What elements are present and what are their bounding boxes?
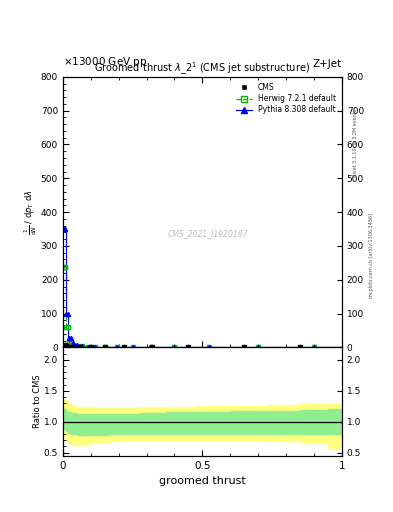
Y-axis label: Ratio to CMS: Ratio to CMS	[33, 375, 42, 429]
Legend: CMS, Herwig 7.2.1 default, Pythia 8.308 default: CMS, Herwig 7.2.1 default, Pythia 8.308 …	[234, 80, 338, 117]
Text: $\times$13000 GeV pp: $\times$13000 GeV pp	[63, 55, 147, 69]
Text: Z+Jet: Z+Jet	[313, 59, 342, 69]
X-axis label: groomed thrust: groomed thrust	[159, 476, 246, 486]
Text: CMS_2021_I1920187: CMS_2021_I1920187	[168, 229, 248, 238]
Text: mcplots.cern.ch [arXiv:1306.3436]: mcplots.cern.ch [arXiv:1306.3436]	[369, 214, 374, 298]
Y-axis label: $\frac{1}{\mathrm{d}N}$ / $\mathrm{d}p_\mathrm{T}$ $\mathrm{d}\lambda$: $\frac{1}{\mathrm{d}N}$ / $\mathrm{d}p_\…	[23, 189, 39, 235]
Title: Groomed thrust $\lambda\_2^1$ (CMS jet substructure): Groomed thrust $\lambda\_2^1$ (CMS jet s…	[94, 60, 310, 77]
Text: Rivet 3.1.10, ≥ 3.2M events: Rivet 3.1.10, ≥ 3.2M events	[353, 109, 358, 178]
